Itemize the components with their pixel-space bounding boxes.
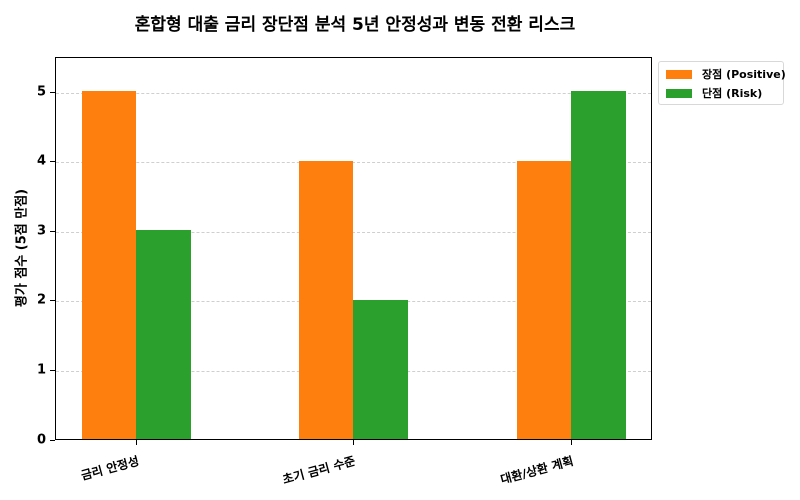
bar-positive-2 [517, 161, 571, 439]
y-tick-mark [50, 370, 55, 371]
bar-risk-2 [571, 91, 626, 439]
y-tick-2: 2 [36, 292, 46, 308]
y-tick-mark [50, 440, 55, 441]
bar-risk-1 [353, 300, 408, 439]
y-tick-0: 0 [36, 432, 46, 448]
gridline-5 [56, 93, 651, 94]
y-tick-mark [50, 92, 55, 93]
gridline-4 [56, 162, 651, 163]
legend-label-risk: 단점 (Risk) [702, 87, 763, 100]
y-tick-4: 4 [36, 153, 46, 169]
legend-swatch-positive [666, 69, 692, 79]
bar-positive-1 [299, 161, 353, 439]
plot-area [55, 57, 652, 440]
bar-risk-0 [136, 230, 191, 439]
x-tick-mark [571, 440, 572, 445]
legend: 장점 (Positive) 단점 (Risk) [658, 61, 786, 105]
legend-swatch-risk [666, 88, 692, 98]
y-tick-mark [50, 300, 55, 301]
x-tick-label-2: 대환/상환 계획 [499, 453, 576, 487]
y-tick-1: 1 [36, 362, 46, 378]
x-tick-mark [353, 440, 354, 445]
chart-title: 혼합형 대출 금리 장단점 분석 5년 안정성과 변동 전환 리스크 [134, 15, 576, 35]
y-tick-5: 5 [36, 84, 46, 100]
legend-item-risk: 단점 (Risk) [666, 86, 762, 100]
gridline-3 [56, 232, 651, 233]
x-tick-label-1: 초기 금리 수준 [281, 453, 358, 487]
y-axis-label: 평가 점수 (5점 만점) [14, 188, 30, 308]
y-tick-3: 3 [36, 223, 46, 239]
y-tick-mark [50, 231, 55, 232]
bar-positive-0 [82, 91, 136, 439]
legend-label-positive: 장점 (Positive) [702, 68, 786, 81]
x-tick-label-0: 금리 안정성 [79, 453, 141, 483]
y-tick-mark [50, 161, 55, 162]
x-tick-mark [136, 440, 137, 445]
legend-item-positive: 장점 (Positive) [666, 67, 786, 81]
